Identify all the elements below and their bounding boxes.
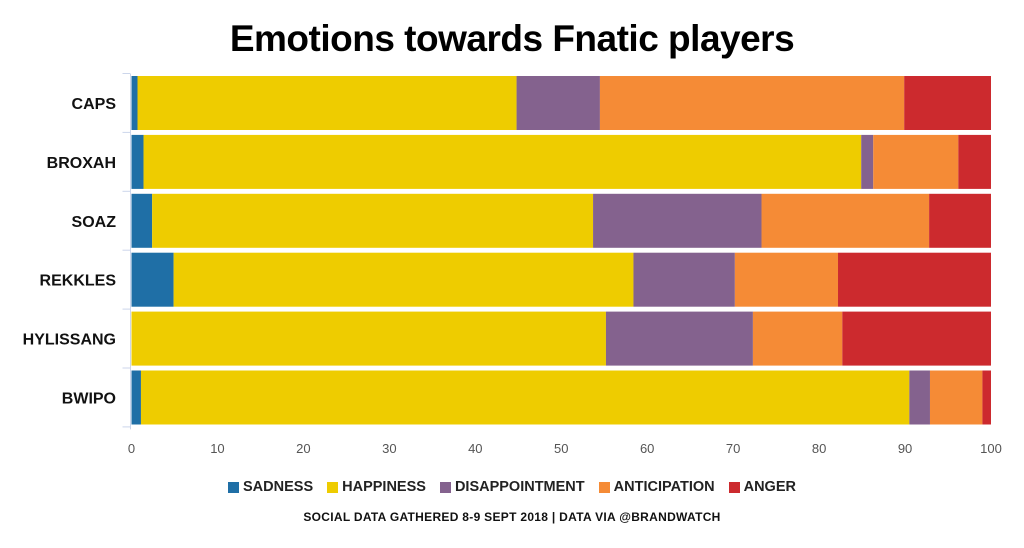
x-tick-label: 20 xyxy=(296,441,310,456)
bar-segment-sadness xyxy=(131,252,174,307)
bar-segment-happiness xyxy=(137,76,517,130)
legend-item-anger[interactable]: ANGER xyxy=(728,479,796,495)
x-tick-label: 30 xyxy=(382,441,396,456)
bar-segment-sadness xyxy=(131,76,138,130)
chart-title: Emotions towards Fnatic players xyxy=(229,18,795,59)
legend-item-happiness[interactable]: HAPPINESS xyxy=(327,479,426,495)
bar-segment-sadness xyxy=(131,193,153,248)
legend-label: SADNESS xyxy=(243,479,314,495)
bar-segment-disappointment xyxy=(516,76,600,130)
legend-swatch xyxy=(728,481,740,493)
category-label: BWIPO xyxy=(62,391,116,408)
x-tick-label: 40 xyxy=(468,441,482,456)
legend-label: ANTICIPATION xyxy=(613,479,715,495)
source-footer: SOCIAL DATA GATHERED 8-9 SEPT 2018 | DAT… xyxy=(303,510,721,524)
category-label: HYLISSANG xyxy=(23,332,116,349)
legend-item-disappointment[interactable]: DISAPPOINTMENT xyxy=(439,479,585,495)
bar-segment-anger xyxy=(838,252,991,307)
legend-swatch xyxy=(228,481,240,493)
x-tick-label: 0 xyxy=(128,441,135,456)
bar-segment-happiness xyxy=(140,370,910,425)
bar-segment-anger xyxy=(842,311,991,366)
bar-segment-disappointment xyxy=(633,252,735,307)
bar-segment-anticipation xyxy=(752,311,843,366)
bar-segment-anticipation xyxy=(734,252,839,307)
legend-label: DISAPPOINTMENT xyxy=(454,479,585,495)
bar-segment-anger xyxy=(982,370,991,425)
bar-segment-anger xyxy=(958,134,991,189)
category-label: REKKLES xyxy=(40,273,117,290)
x-tick-label: 60 xyxy=(640,441,654,456)
x-tick-label: 70 xyxy=(726,441,740,456)
legend-label: ANGER xyxy=(743,479,796,495)
bar-segment-happiness xyxy=(152,193,594,248)
legend-item-anticipation[interactable]: ANTICIPATION xyxy=(598,479,715,495)
legend-swatch xyxy=(327,481,339,493)
bar-segment-disappointment xyxy=(605,311,753,366)
category-label: BROXAH xyxy=(47,155,116,172)
x-tick-label: 80 xyxy=(812,441,826,456)
bar-segment-anticipation xyxy=(873,134,959,189)
x-tick-label: 90 xyxy=(898,441,912,456)
category-label: CAPS xyxy=(72,96,117,113)
x-tick-label: 50 xyxy=(554,441,568,456)
category-label: SOAZ xyxy=(72,214,117,231)
bar-segment-anger xyxy=(904,76,991,130)
bar-segment-sadness xyxy=(131,370,141,425)
legend-item-sadness[interactable]: SADNESS xyxy=(228,479,313,495)
bar-segment-happiness xyxy=(131,311,606,366)
bar-segment-happiness xyxy=(143,134,862,189)
bar-segment-disappointment xyxy=(861,134,874,189)
bar-segment-disappointment xyxy=(593,193,762,248)
bar-segment-anticipation xyxy=(929,370,983,425)
legend-swatch xyxy=(598,481,610,493)
bar-segment-sadness xyxy=(131,134,144,189)
bar-segment-anticipation xyxy=(599,76,905,130)
bar-segment-anger xyxy=(929,193,991,248)
bar-segment-anticipation xyxy=(761,193,930,248)
x-tick-label: 10 xyxy=(210,441,224,456)
legend-swatch xyxy=(439,481,451,493)
bar-segment-happiness xyxy=(173,252,634,307)
x-tick-label: 100 xyxy=(980,441,1002,456)
legend: SADNESS HAPPINESS DISAPPOINTMENT ANTICIPATI… xyxy=(0,479,1024,495)
legend-label: HAPPINESS xyxy=(342,479,426,495)
bar-segment-disappointment xyxy=(909,370,930,425)
